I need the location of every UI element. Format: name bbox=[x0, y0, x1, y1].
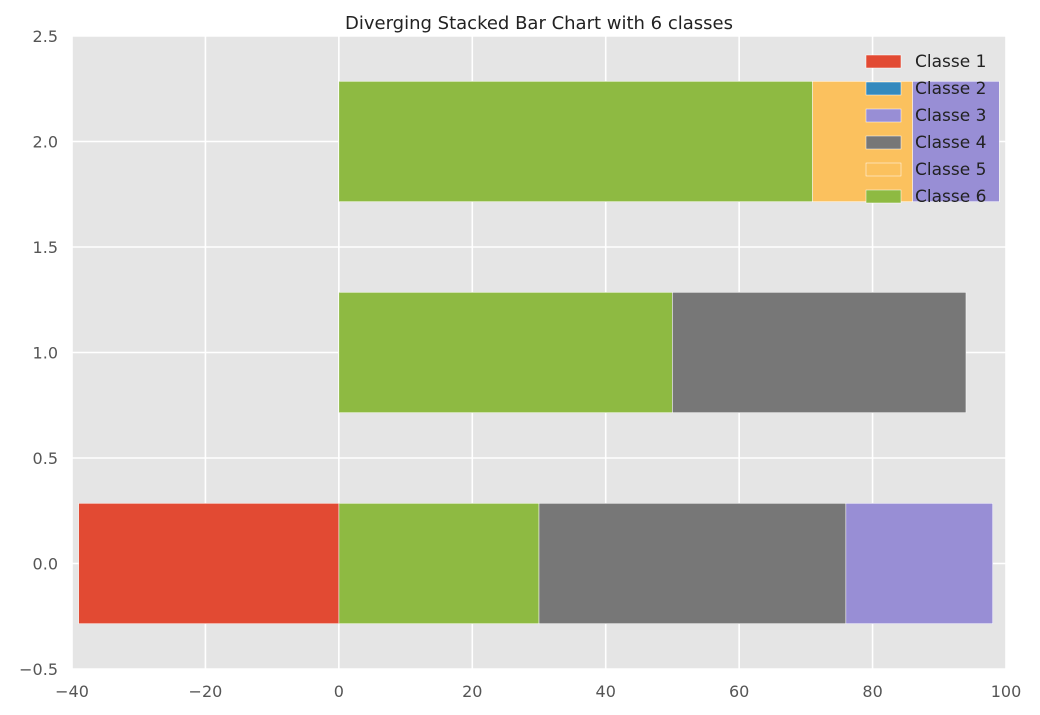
y-tick-label: 1.0 bbox=[33, 344, 58, 363]
legend-swatch bbox=[865, 189, 902, 204]
bars bbox=[78, 81, 1000, 624]
bar-segment bbox=[338, 503, 540, 624]
legend-swatch bbox=[865, 135, 902, 150]
x-tick-label: −20 bbox=[189, 682, 223, 701]
legend-swatch bbox=[865, 54, 902, 69]
legend-item: Classe 2 bbox=[865, 79, 986, 99]
x-tick-label: 0 bbox=[334, 682, 344, 701]
legend: Classe 1 Classe 2 Classe 3 Classe 4 Classe 5… bbox=[865, 52, 986, 207]
x-tick-label: 40 bbox=[596, 682, 616, 701]
legend-label: Classe 5 bbox=[915, 160, 986, 180]
legend-swatch bbox=[865, 108, 902, 123]
legend-item: Classe 6 bbox=[865, 187, 986, 207]
legend-item: Classe 5 bbox=[865, 160, 986, 180]
legend-label: Classe 2 bbox=[915, 79, 986, 99]
legend-label: Classe 3 bbox=[915, 106, 986, 126]
y-axis-ticks: −0.5 0.0 0.5 1.0 1.5 2.0 2.5 bbox=[19, 27, 58, 679]
legend-item: Classe 3 bbox=[865, 106, 986, 126]
bar-segment bbox=[672, 292, 967, 413]
bar-segment bbox=[78, 503, 340, 624]
y-tick-label: 1.5 bbox=[33, 238, 58, 257]
legend-swatch bbox=[865, 162, 902, 177]
bar-segment bbox=[912, 81, 1000, 202]
y-tick-label: −0.5 bbox=[19, 660, 58, 679]
bar-segment bbox=[338, 292, 673, 413]
legend-label: Classe 6 bbox=[915, 187, 986, 207]
legend-label: Classe 4 bbox=[915, 133, 986, 153]
legend-swatch bbox=[865, 81, 902, 96]
y-tick-label: 0.5 bbox=[33, 449, 58, 468]
legend-item: Classe 4 bbox=[865, 133, 986, 153]
bar-segment bbox=[338, 81, 813, 202]
x-tick-label: −40 bbox=[55, 682, 89, 701]
bar-segment bbox=[845, 503, 993, 624]
legend-label: Classe 1 bbox=[915, 52, 986, 72]
x-tick-label: 80 bbox=[862, 682, 882, 701]
bar-segment bbox=[538, 503, 847, 624]
y-tick-label: 0.0 bbox=[33, 555, 58, 574]
chart-title: Diverging Stacked Bar Chart with 6 class… bbox=[345, 13, 733, 34]
y-tick-label: 2.0 bbox=[33, 133, 58, 152]
legend-item: Classe 1 bbox=[865, 52, 986, 72]
x-tick-label: 20 bbox=[462, 682, 482, 701]
y-tick-label: 2.5 bbox=[33, 27, 58, 46]
x-tick-label: 100 bbox=[991, 682, 1022, 701]
x-tick-label: 60 bbox=[729, 682, 749, 701]
x-axis-ticks: −40 −20 0 20 40 60 80 100 bbox=[55, 682, 1021, 701]
